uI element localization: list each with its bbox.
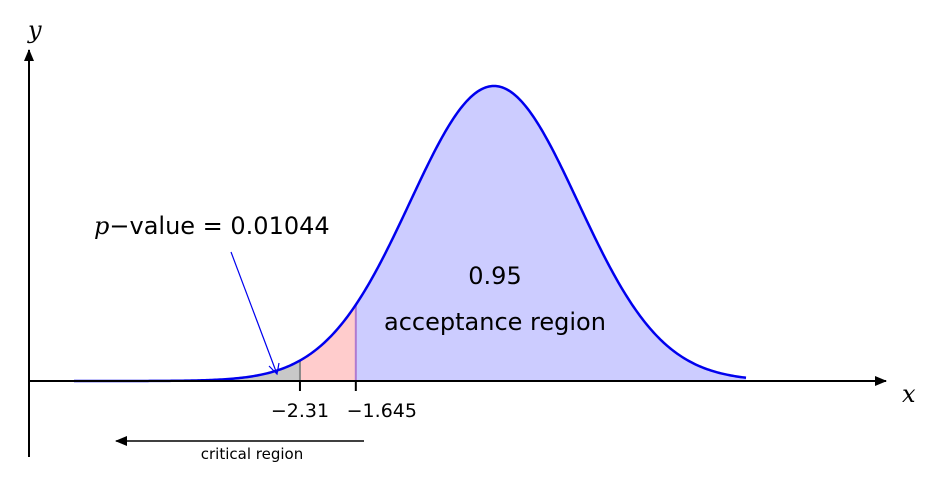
acceptance-probability-label: 0.95	[468, 262, 521, 290]
p-value-arrow-line	[230, 251, 278, 375]
x-tick-label-neg-1-645: −1.645	[347, 400, 417, 422]
acceptance-region-label: acceptance region	[384, 308, 606, 336]
x-tick-label-neg-2-31: −2.31	[271, 400, 329, 422]
p-value-arrow-head	[268, 362, 280, 376]
acceptance-region-fill	[355, 86, 746, 381]
x-axis-label: x	[902, 380, 916, 408]
critical-region-label: critical region	[201, 445, 303, 463]
y-axis-label: y	[27, 16, 42, 44]
p-value-tail-region	[74, 360, 300, 381]
p-value-p: p	[94, 212, 109, 240]
p-value-annotation: p−value = 0.01044	[94, 212, 330, 240]
p-value-text: −value = 0.01044	[109, 212, 329, 240]
